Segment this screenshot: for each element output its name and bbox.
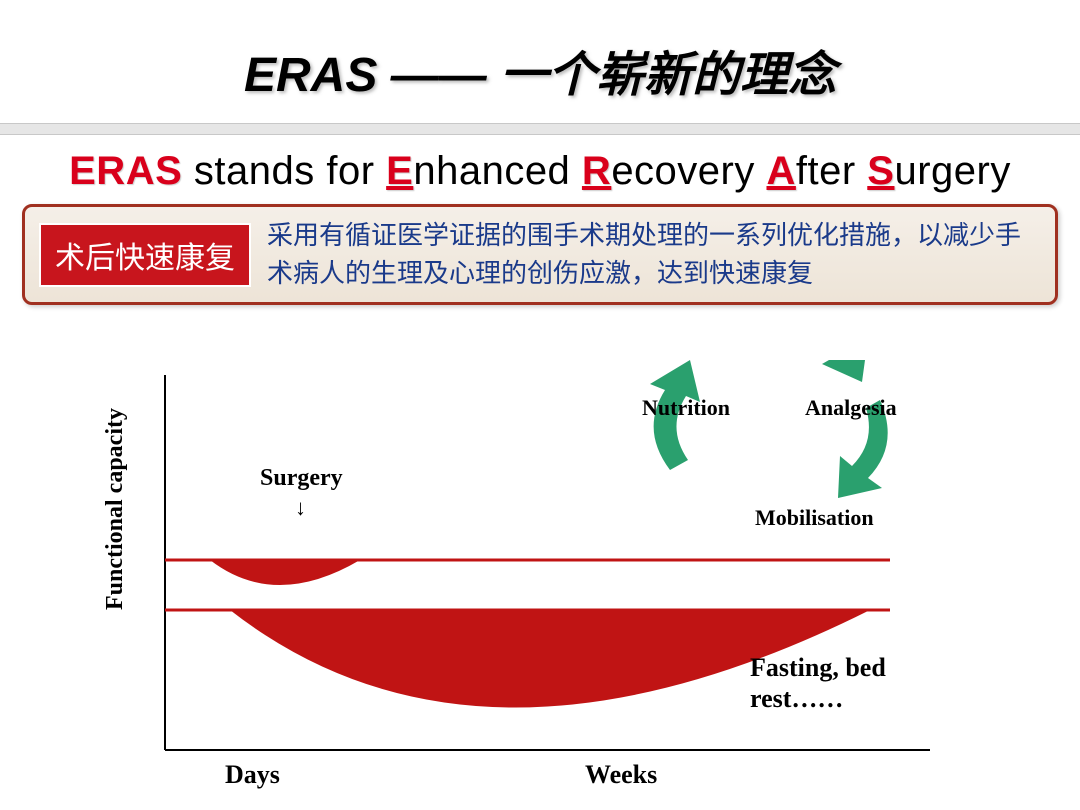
- badge: 术后快速康复: [39, 223, 251, 287]
- x-label-days: Days: [225, 760, 280, 790]
- description-box: 术后快速康复 采用有循证医学证据的围手术期处理的一系列优化措施，以减少手术病人的…: [22, 204, 1058, 305]
- chart-diagram: Functional capacity Surgery ↓ Days Weeks…: [110, 360, 990, 800]
- title-area: ERAS —— 一个崭新的理念: [0, 0, 1080, 123]
- cycle-mobilisation: Mobilisation: [755, 505, 874, 531]
- subtitle: ERAS stands for Enhanced Recovery After …: [0, 149, 1080, 194]
- eras-acronym: ERAS: [69, 149, 182, 193]
- cycle-analgesia: Analgesia: [805, 395, 897, 421]
- y-axis-label: Functional capacity: [102, 408, 129, 610]
- chevron-down-icon: ↓: [295, 495, 306, 521]
- cycle-nutrition: Nutrition: [642, 395, 730, 421]
- surgery-label: Surgery: [260, 465, 343, 492]
- divider: [0, 123, 1080, 135]
- description-text: 采用有循证医学证据的围手术期处理的一系列优化措施，以减少手术病人的生理及心理的创…: [267, 217, 1041, 292]
- main-title: ERAS —— 一个崭新的理念: [0, 35, 1080, 105]
- fasting-label: Fasting, bed rest……: [750, 652, 950, 714]
- x-label-weeks: Weeks: [585, 760, 657, 790]
- chart-svg: [110, 360, 990, 800]
